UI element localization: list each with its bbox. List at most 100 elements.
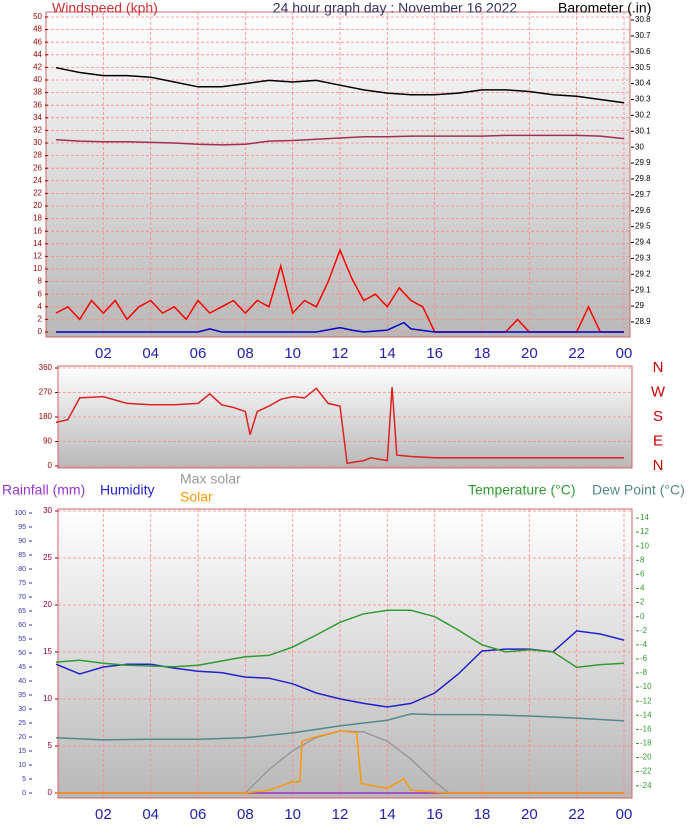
- y-tick-label: 29.4: [635, 238, 651, 247]
- y-tick-label: 95: [18, 524, 26, 531]
- legend-label: Max solar: [180, 471, 241, 487]
- y-tick-label: 4: [38, 302, 43, 311]
- x-tick-label: 10: [284, 345, 301, 362]
- y-tick-label: 40: [18, 678, 26, 685]
- y-tick-label: 360: [39, 363, 53, 372]
- y-tick-label: 80: [18, 566, 26, 573]
- y-tick-label: 30: [33, 138, 42, 147]
- x-tick-label: 14: [379, 806, 396, 823]
- y-tick-label: 29.2: [635, 269, 651, 278]
- y-tick-label: 2: [640, 598, 645, 607]
- data-line: [56, 730, 624, 794]
- y-tick-label: 70: [18, 594, 26, 601]
- legend-label: Temperature (°C): [468, 482, 576, 498]
- y-tick-label: 90: [18, 538, 26, 545]
- y-tick-label: 34: [33, 113, 42, 122]
- y-tick-label: 16: [33, 226, 42, 235]
- x-tick-label: 16: [426, 806, 443, 823]
- y-tick-label: 10: [33, 264, 42, 273]
- y-tick-label: 6: [640, 570, 645, 579]
- y-tick-label: 30.3: [635, 95, 651, 104]
- y-tick-label: 2: [38, 315, 43, 324]
- x-tick-label: 14: [379, 345, 396, 362]
- y-tick-label: 270: [39, 388, 53, 397]
- x-tick-label: 04: [142, 345, 159, 362]
- legend-label: Rainfall (mm): [2, 482, 85, 498]
- x-tick-label: 16: [426, 345, 443, 362]
- x-tick-label: 10: [284, 806, 301, 823]
- x-tick-label: 06: [190, 345, 207, 362]
- y-tick-label: 0: [640, 612, 645, 621]
- panel-wind: [45, 11, 631, 338]
- y-axis-label: Windspeed (kph): [52, 0, 158, 16]
- y-tick-label: 35: [18, 692, 26, 699]
- y-tick-label: 65: [18, 608, 26, 615]
- y-tick-label: 5: [48, 741, 53, 750]
- y-tick-label: 30.6: [635, 47, 651, 56]
- y-tick-label: 0: [48, 461, 53, 470]
- y-tick-label: 50: [33, 12, 42, 21]
- x-tick-label: 20: [521, 345, 538, 362]
- y-tick-label: 10: [43, 694, 52, 703]
- data-line: [56, 321, 624, 333]
- y-tick-label: -4: [640, 640, 648, 649]
- y2-axis-label: Barometer (.in): [558, 0, 651, 16]
- y-tick-label: 29.5: [635, 222, 651, 231]
- y-tick-label: 42: [33, 63, 42, 72]
- data-line: [55, 66, 625, 104]
- y-tick-label: 25: [43, 553, 52, 562]
- y-tick-label: 30: [635, 142, 644, 151]
- y-tick-label: 75: [18, 580, 26, 587]
- x-tick-label: 06: [190, 806, 207, 823]
- y-tick-label: -6: [640, 654, 648, 663]
- y-tick-label: -10: [640, 682, 652, 691]
- y-tick-label: -2: [640, 626, 648, 635]
- y-tick-label: 25: [18, 720, 26, 727]
- y-tick-label: 46: [33, 37, 42, 46]
- y-tick-label: -24: [640, 781, 652, 790]
- y-tick-label: N: [653, 359, 664, 376]
- y-tick-label: 85: [18, 552, 26, 559]
- y-tick-label: 50: [18, 650, 26, 657]
- y-tick-label: 28.9: [635, 317, 651, 326]
- x-tick-label: 22: [568, 345, 585, 362]
- y-tick-label: 29.7: [635, 190, 651, 199]
- data-line: [55, 713, 625, 741]
- y-tick-label: 30: [18, 706, 26, 713]
- x-tick-label: 08: [237, 345, 254, 362]
- y-tick-label: -20: [640, 753, 652, 762]
- y-tick-label: 60: [18, 622, 26, 629]
- y-tick-label: 29.8: [635, 174, 651, 183]
- y-tick-label: 8: [640, 555, 645, 564]
- y-tick-label: 20: [33, 201, 42, 210]
- y-tick-label: 44: [33, 50, 42, 59]
- y-tick-label: 29.3: [635, 254, 651, 263]
- x-tick-label: 08: [237, 806, 254, 823]
- x-tick-label: 02: [95, 345, 112, 362]
- y-tick-label: 180: [39, 412, 53, 421]
- y-tick-label: 38: [33, 88, 42, 97]
- y-tick-label: 26: [33, 163, 42, 172]
- data-line: [55, 609, 625, 669]
- y-tick-label: N: [653, 457, 664, 474]
- y-tick-label: 6: [38, 289, 43, 298]
- y-tick-label: 4: [640, 584, 645, 593]
- y-tick-label: 28: [33, 151, 42, 160]
- x-tick-label: 20: [521, 806, 538, 823]
- y-tick-label: 20: [43, 600, 52, 609]
- y-tick-label: 24: [33, 176, 42, 185]
- y-tick-label: 12: [640, 527, 649, 536]
- y-tick-label: 15: [18, 748, 26, 755]
- data-line: [244, 730, 450, 794]
- y-tick-label: -22: [640, 767, 652, 776]
- y-tick-label: 55: [18, 636, 26, 643]
- chart-title: 24 hour graph day : November 16 2022: [273, 0, 518, 16]
- y-tick-label: 20: [18, 734, 26, 741]
- y-tick-label: 30: [43, 506, 52, 515]
- legend-label: Humidity: [100, 482, 154, 498]
- y-tick-label: 14: [640, 513, 649, 522]
- y-tick-label: E: [653, 432, 663, 449]
- y-tick-label: 45: [18, 664, 26, 671]
- y-tick-label: 15: [43, 647, 52, 656]
